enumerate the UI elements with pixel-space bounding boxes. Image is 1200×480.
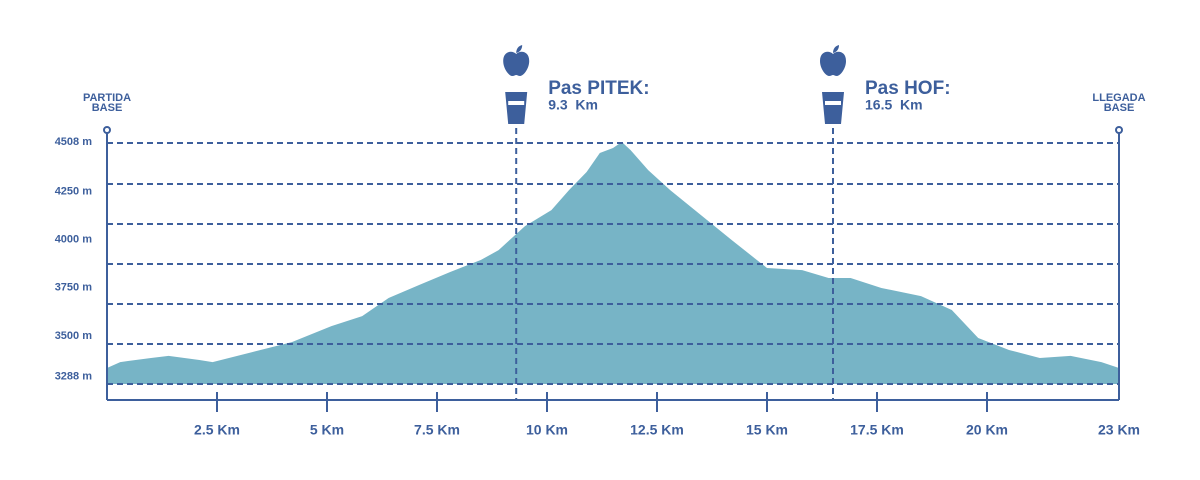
y-tick-label: 3288 m [55,371,93,383]
apple-leaf [833,45,839,53]
x-tick-label: 7.5 Km [414,422,460,438]
start-label: PARTIDA [83,92,131,104]
grid [107,142,1119,385]
waypoint-label: Pas HOF: [865,78,951,99]
start-label: BASE [92,102,123,114]
x-tick-label: 12.5 Km [630,422,684,438]
cup-highlight [825,101,841,105]
apple-leaf [516,45,523,53]
cup-icon [505,92,528,124]
x-tick-label: 10 Km [526,422,568,438]
y-tick-label: 3500 m [55,330,93,342]
apple-icon [820,51,846,76]
x-tick-label: 20 Km [966,422,1008,438]
cup-icon [822,92,844,124]
x-tick-label: 17.5 Km [850,422,904,438]
y-tick-label: 4508 m [55,136,93,148]
x-tick-label: 23 Km [1098,422,1140,438]
axis-cap [103,126,111,134]
y-tick-label: 4250 m [55,186,93,198]
x-tick-label: 5 Km [310,422,344,438]
x-tick-label: 2.5 Km [194,422,240,438]
waypoint-distance: 9.3 Km [548,97,598,113]
apple-icon [503,51,530,76]
x-tick-label: 15 Km [746,422,788,438]
waypoint-label: Pas PITEK: [548,78,649,99]
end-label: BASE [1104,102,1135,114]
y-tick-label: 3750 m [55,282,93,294]
cup-highlight [508,101,525,105]
waypoint-distance: 16.5 Km [865,97,923,113]
axis-cap [1115,126,1123,134]
end-label: LLEGADA [1092,92,1145,104]
y-tick-label: 4000 m [55,234,93,246]
